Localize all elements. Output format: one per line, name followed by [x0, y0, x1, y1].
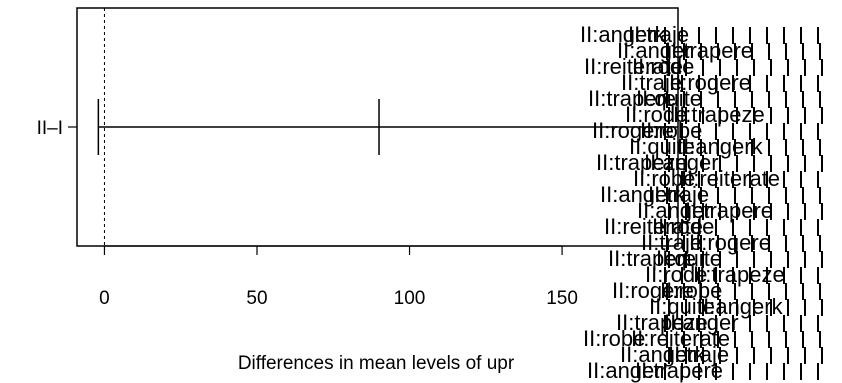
overlapping-label: II:rode	[645, 262, 707, 287]
overlapping-label: II:traje	[648, 182, 709, 207]
y-tick-label: II–I	[37, 118, 63, 139]
x-tick-label: 100	[394, 288, 426, 309]
x-tick-label: 50	[246, 288, 267, 309]
overlapping-label: II:angerk	[580, 22, 667, 47]
overlapping-label: II:reiterate	[584, 54, 683, 79]
overlapping-label: II:rode	[632, 54, 694, 79]
overlapping-label: II:rogere	[612, 278, 694, 303]
overlapping-label: II:traje	[668, 342, 729, 367]
overlapping-label: II:anger	[637, 198, 712, 223]
overlapping-label: II:trapere	[608, 246, 696, 271]
y-axis-ticks: II–I	[37, 118, 77, 139]
overlapping-label: II:trapere	[588, 86, 676, 111]
overlapping-label: II:rode	[625, 102, 687, 127]
x-axis-title: Differences in mean levels of upr	[238, 353, 515, 374]
overlapping-label: II:trapeze	[616, 310, 708, 335]
overlapping-label: II:angerk	[697, 294, 784, 319]
overlapping-label: II:traje	[621, 70, 682, 95]
overlapping-label: II:rode	[652, 214, 714, 239]
overlapping-label: II:quite	[656, 246, 722, 271]
overlapping-label: II:trapeze	[673, 102, 765, 127]
overlapping-label: II:reiterate	[604, 214, 703, 239]
overlapping-label: II:anger	[644, 150, 719, 175]
overlapping-label: II:quite	[649, 294, 715, 319]
overlapping-label: II:anger	[587, 358, 662, 383]
overlapping-label: II:angerk	[620, 342, 707, 367]
overlapping-label: II:traje	[641, 230, 702, 255]
overlapping-label: II:robe	[660, 278, 722, 303]
overlapping-label: II:rogere	[689, 230, 771, 255]
overlapping-label: II:robe	[640, 118, 702, 143]
overlapping-label: II:trapeze	[596, 150, 688, 175]
overlapping-label: II:reiterate	[631, 326, 730, 351]
x-axis-ticks: 0 50 100 150	[99, 246, 578, 309]
intervals-group	[97, 99, 678, 155]
overlapping-label: II:trapere	[635, 358, 723, 383]
overlapping-label: II:trapere	[685, 198, 773, 223]
overlapping-label: II:traje	[628, 22, 689, 47]
overlapping-labels: II:angerkII:trajeII:angerII:trapereII:re…	[580, 22, 823, 383]
overlapping-label: II:quite	[636, 86, 702, 111]
overlapping-label: II:rogere	[592, 118, 674, 143]
x-tick-label: 0	[99, 288, 110, 309]
overlapping-label: II:trapeze	[693, 262, 785, 287]
x-tick-label: 150	[546, 288, 578, 309]
overlapping-label: II:angerk	[600, 182, 687, 207]
overlapping-label: II:angerk	[677, 134, 764, 159]
overlapping-label: II:anger	[664, 310, 739, 335]
overlapping-label: II:trapere	[665, 38, 753, 63]
overlapping-label: II:robe	[583, 326, 645, 351]
overlapping-label: II:anger	[617, 38, 692, 63]
overlapping-label: II:reiterate	[681, 166, 780, 191]
